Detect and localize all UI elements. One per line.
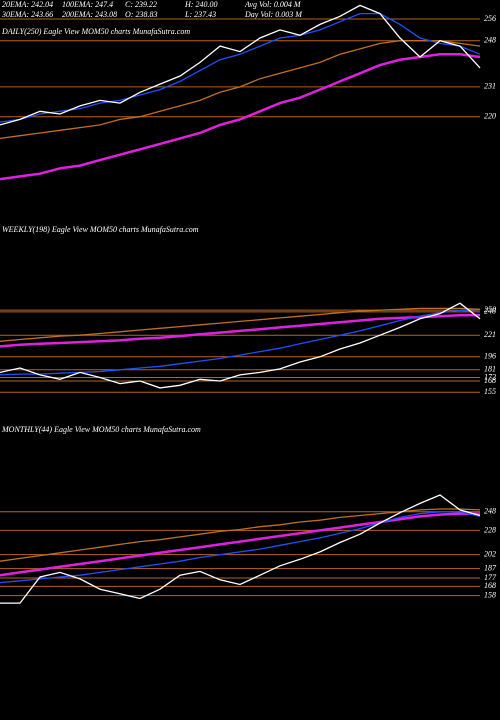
y-tick-label: 220 <box>484 112 496 121</box>
header-stat: L: 237.43 <box>184 10 216 19</box>
price-line <box>0 512 480 577</box>
header-stat: 100EMA: 247.4 <box>62 0 113 9</box>
y-tick-label: 172 <box>484 372 496 381</box>
header: 20EMA: 242.04 100EMA: 247.4 C: 239.22 H:… <box>1 0 303 19</box>
y-tick-label: 187 <box>484 563 497 572</box>
chart-title: MONTHLY(44) Eagle View MOM50 charts Muna… <box>1 425 201 434</box>
chart-title: DAILY(250) Eagle View MOM50 charts Munaf… <box>1 27 190 36</box>
header-stat: H: 240.00 <box>184 0 217 9</box>
chart-title: WEEKLY(198) Eagle View MOM50 charts Muna… <box>2 225 199 234</box>
price-line <box>0 307 481 342</box>
header-stat: Day Vol: 0.003 M <box>244 10 303 19</box>
y-tick-label: 248 <box>484 307 496 316</box>
y-tick-label: 250 <box>484 305 496 314</box>
y-tick-label: 231 <box>484 82 496 91</box>
y-tick-label: 228 <box>484 525 496 534</box>
price-line <box>0 508 481 562</box>
y-tick-label: 168 <box>484 376 496 385</box>
header-stat: 20EMA: 242.04 <box>2 0 53 9</box>
chart-panel: 256 248 231 220 DAILY(250) Eagle View MOM50 … <box>0 14 496 121</box>
y-tick-label: 158 <box>484 591 496 600</box>
y-tick-label: 196 <box>484 352 496 361</box>
header-stat: O: 238.83 <box>125 10 157 19</box>
y-tick-label: 256 <box>484 14 496 23</box>
price-line <box>0 53 481 181</box>
price-line <box>0 4 481 126</box>
y-tick-label: 202 <box>484 549 496 558</box>
price-line <box>0 12 481 123</box>
y-tick-label: 181 <box>484 365 496 374</box>
y-tick-label: 177 <box>484 573 497 582</box>
price-line <box>0 511 481 584</box>
y-tick-label: 155 <box>484 387 496 396</box>
price-line <box>0 314 480 348</box>
price-line <box>0 40 481 140</box>
header-stat: 200EMA: 243.08 <box>62 10 117 19</box>
header-stat: C: 239.22 <box>125 0 157 9</box>
y-tick-label: 248 <box>484 36 496 45</box>
header-stat: 30EMA: 243.66 <box>1 10 53 19</box>
y-tick-label: 168 <box>484 581 496 590</box>
price-line <box>0 302 481 389</box>
y-tick-label: 221 <box>484 330 496 339</box>
header-stat: Avg Vol: 0.004 M <box>244 0 302 9</box>
y-tick-label: 248 <box>484 507 496 516</box>
price-line <box>0 494 481 604</box>
